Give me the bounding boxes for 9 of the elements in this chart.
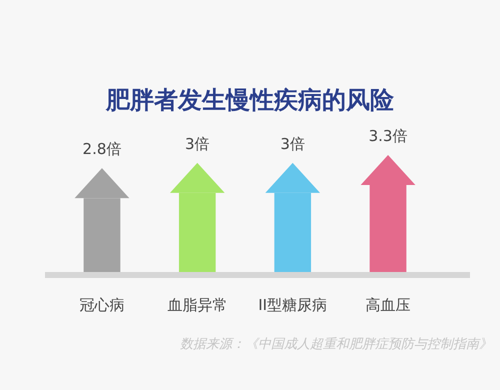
data-label: 2.8倍 xyxy=(82,140,122,158)
data-label: 3.3倍 xyxy=(368,127,408,145)
chart-title: 肥胖者发生慢性疾病的风险 xyxy=(105,86,395,114)
data-label: 3倍 xyxy=(280,134,305,153)
x-tick-label: 冠心病 xyxy=(79,296,124,314)
x-tick-label: II型糖尿病 xyxy=(258,296,328,314)
data-label: 3倍 xyxy=(185,134,210,153)
x-tick-label: 血脂异常 xyxy=(167,296,228,314)
x-tick-label: 高血压 xyxy=(366,296,411,314)
